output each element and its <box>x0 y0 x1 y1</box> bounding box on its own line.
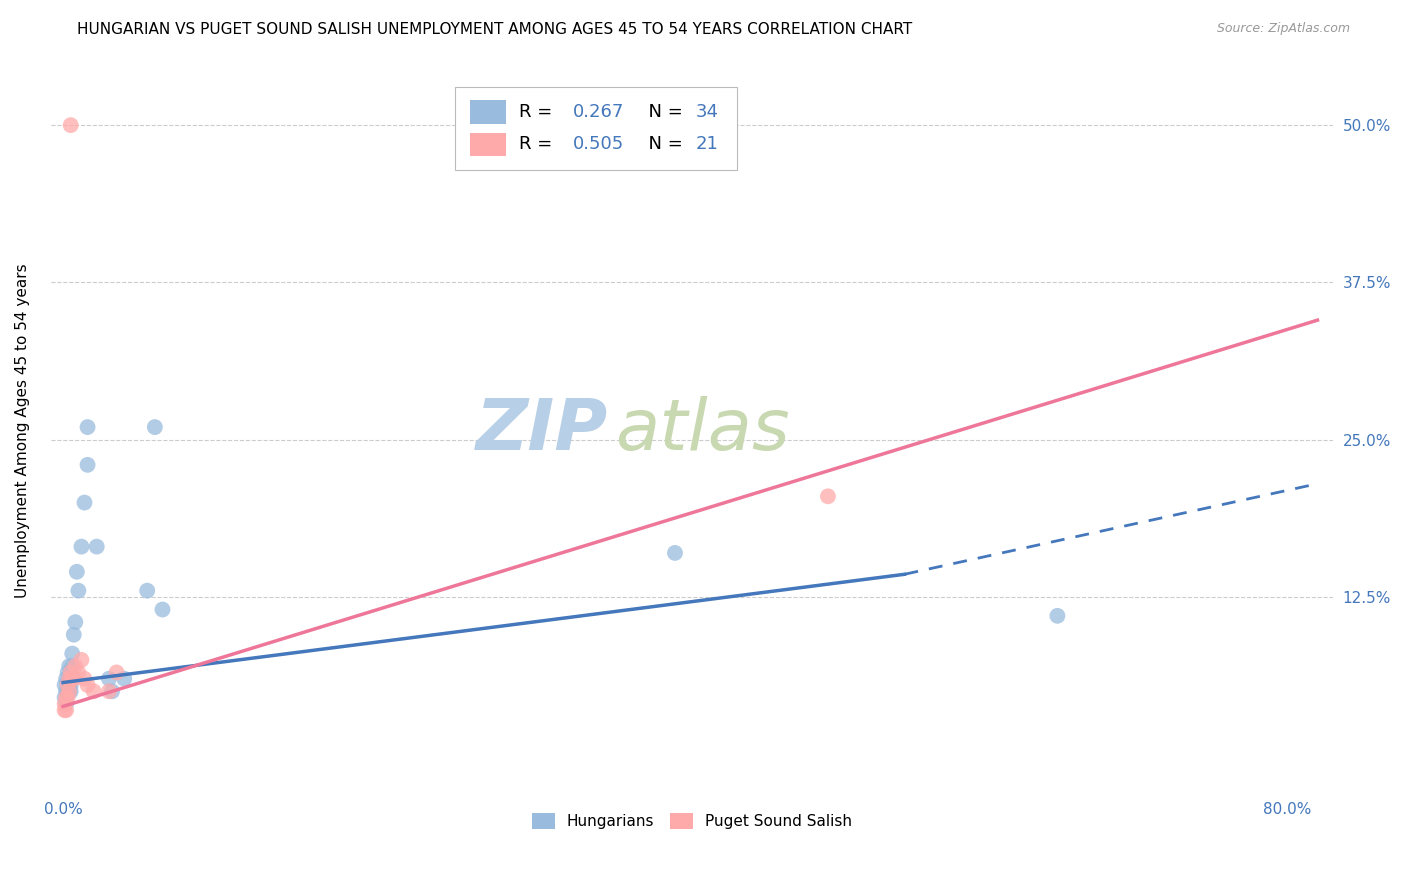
Text: 0.267: 0.267 <box>572 103 624 121</box>
Text: N =: N = <box>637 136 688 153</box>
Text: N =: N = <box>637 103 688 121</box>
Point <box>97 684 120 698</box>
Text: Source: ZipAtlas.com: Source: ZipAtlas.com <box>1216 22 1350 36</box>
Point <box>136 583 159 598</box>
Point <box>112 672 135 686</box>
Y-axis label: Unemployment Among Ages 45 to 54 years: Unemployment Among Ages 45 to 54 years <box>15 263 30 598</box>
Point <box>62 672 84 686</box>
Point <box>62 628 84 642</box>
Point <box>58 672 80 686</box>
Point <box>70 653 93 667</box>
Point <box>56 684 79 698</box>
Point <box>817 489 839 503</box>
Point <box>70 540 93 554</box>
Legend: Hungarians, Puget Sound Salish: Hungarians, Puget Sound Salish <box>526 806 858 835</box>
Point <box>55 672 77 686</box>
Point <box>55 684 77 698</box>
Point <box>152 602 174 616</box>
Point <box>55 703 77 717</box>
Point <box>59 684 82 698</box>
Point <box>59 665 82 680</box>
Point <box>58 684 80 698</box>
Point <box>664 546 686 560</box>
Point <box>76 678 98 692</box>
Point <box>105 665 128 680</box>
Point <box>53 703 76 717</box>
Text: R =: R = <box>519 103 558 121</box>
Point <box>60 659 83 673</box>
Point <box>58 684 80 698</box>
Bar <box>470 101 506 123</box>
Point <box>56 678 79 692</box>
Bar <box>470 133 506 156</box>
Point <box>76 458 98 472</box>
Point <box>73 672 96 686</box>
Text: R =: R = <box>519 136 558 153</box>
Point <box>56 665 79 680</box>
Point <box>143 420 166 434</box>
Text: 34: 34 <box>696 103 718 121</box>
Point <box>60 672 83 686</box>
Point <box>58 678 80 692</box>
Text: atlas: atlas <box>614 396 790 465</box>
Point <box>83 684 105 698</box>
Point <box>59 118 82 132</box>
Point <box>60 647 83 661</box>
Point <box>53 690 76 705</box>
Point <box>59 678 82 692</box>
Point <box>59 665 82 680</box>
Bar <box>454 87 737 169</box>
Point <box>53 697 76 711</box>
Text: 21: 21 <box>696 136 718 153</box>
Point <box>76 420 98 434</box>
Point <box>86 540 108 554</box>
Point <box>55 697 77 711</box>
Point <box>58 672 80 686</box>
Text: HUNGARIAN VS PUGET SOUND SALISH UNEMPLOYMENT AMONG AGES 45 TO 54 YEARS CORRELATI: HUNGARIAN VS PUGET SOUND SALISH UNEMPLOY… <box>77 22 912 37</box>
Point <box>55 690 77 705</box>
Text: 0.505: 0.505 <box>572 136 624 153</box>
Point <box>56 678 79 692</box>
Point <box>1046 608 1069 623</box>
Point <box>53 678 76 692</box>
Point <box>97 672 120 686</box>
Point <box>67 665 90 680</box>
Point <box>67 583 90 598</box>
Point <box>58 659 80 673</box>
Point <box>65 659 87 673</box>
Point <box>65 615 87 629</box>
Point <box>66 565 89 579</box>
Point <box>101 684 124 698</box>
Point <box>56 690 79 705</box>
Text: ZIP: ZIP <box>477 396 609 465</box>
Point <box>73 495 96 509</box>
